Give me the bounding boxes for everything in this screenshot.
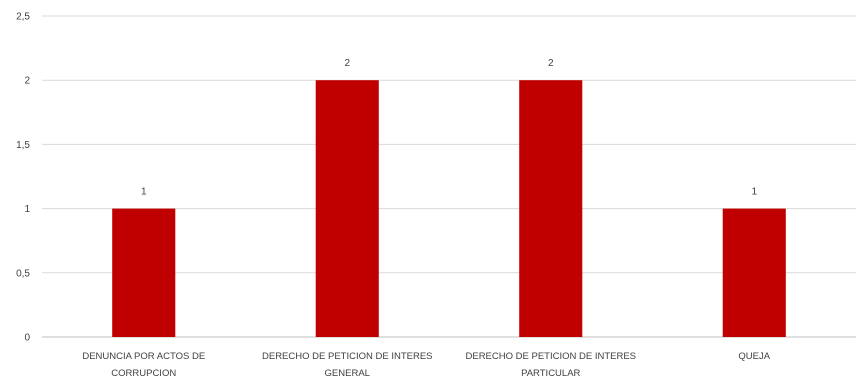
x-category-label: DERECHO DE PETICION DE INTERES PARTICULAR — [466, 351, 637, 379]
y-tick-label: 2 — [24, 76, 30, 87]
x-category-label: QUEJA — [738, 351, 770, 362]
x-category-label: DENUNCIA POR ACTOS DE CORRUPCION — [82, 351, 205, 379]
bar — [519, 80, 583, 337]
bar — [315, 80, 379, 337]
y-tick-label: 1,5 — [16, 140, 30, 151]
data-label: 1 — [751, 187, 757, 198]
x-category-label: DERECHO DE PETICION DE INTERES GENERAL — [262, 351, 433, 379]
y-tick-label: 0 — [24, 333, 30, 344]
data-label: 1 — [141, 187, 147, 198]
data-label: 2 — [548, 58, 554, 69]
data-labels: 1 2 2 1 — [141, 58, 758, 197]
bar — [112, 208, 176, 337]
y-tick-label: 2,5 — [16, 12, 30, 23]
x-axis-categories: DENUNCIA POR ACTOS DE CORRUPCION DERECHO D… — [82, 351, 770, 379]
y-tick-label: 1 — [24, 204, 30, 215]
y-tick-label: 0,5 — [16, 268, 30, 279]
y-axis-ticks: 0 0,5 1 1,5 2 2,5 — [16, 12, 30, 344]
gridlines — [42, 15, 856, 338]
data-label: 2 — [344, 58, 350, 69]
bar — [722, 208, 786, 337]
bars — [112, 80, 786, 337]
